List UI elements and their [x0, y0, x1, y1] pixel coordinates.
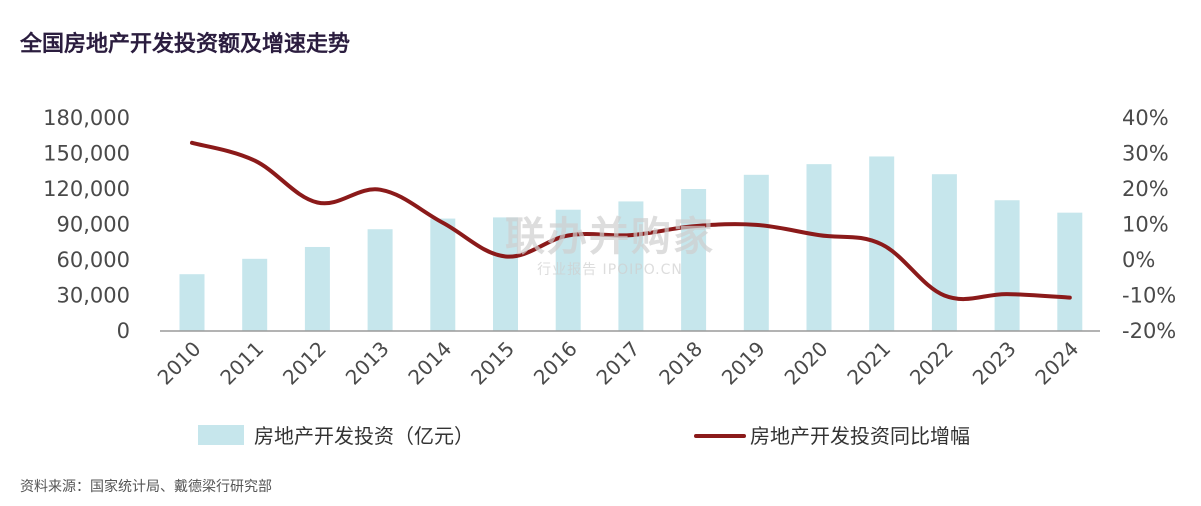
x-tick-label: 2019	[717, 337, 770, 390]
x-tick-label: 2014	[403, 337, 456, 390]
bar	[493, 217, 518, 331]
left-tick-label: 180,000	[43, 106, 130, 130]
right-tick-label: 10%	[1122, 213, 1169, 237]
chart-title: 全国房地产开发投资额及增速走势	[20, 32, 351, 57]
x-tick-label: 2011	[215, 337, 268, 390]
bar	[304, 246, 330, 331]
x-tick-label: 2013	[341, 337, 394, 390]
watermark-sub: 行业报告 IPOIPO.CN	[537, 262, 683, 278]
bar-series	[179, 156, 1083, 331]
legend-line-label: 房地产开发投资同比增幅	[750, 424, 970, 448]
watermark: 联办并购家 行业报告 IPOIPO.CN	[470, 215, 750, 279]
x-tick-label: 2015	[466, 337, 519, 390]
right-tick-label: 40%	[1122, 106, 1169, 130]
x-tick-label: 2022	[905, 337, 958, 390]
right-tick-label: 30%	[1122, 142, 1169, 166]
x-tick-label: 2024	[1030, 337, 1083, 390]
bar	[806, 164, 832, 331]
left-tick-label: 90,000	[57, 213, 130, 237]
x-tick-label: 2017	[591, 337, 644, 390]
watermark-main: 联办并购家	[505, 214, 715, 260]
bar	[242, 258, 268, 331]
bar	[555, 209, 581, 331]
left-axis-ticks: 0 30,000 60,000 90,000 120,000 150,000 180,000	[43, 106, 130, 343]
bar	[681, 189, 707, 331]
legend: 房地产开发投资（亿元） 房地产开发投资同比增幅	[198, 424, 970, 448]
bar	[931, 174, 957, 331]
x-axis-ticks: 2010 2011 2012 2013 2014 2015 2016 2017 2018 2019…	[153, 337, 1084, 390]
legend-bar-swatch	[198, 425, 244, 445]
source-note: 资料来源：国家统计局、戴德梁行研究部	[20, 479, 272, 495]
x-tick-label: 2020	[780, 337, 833, 390]
left-tick-label: 60,000	[57, 248, 130, 272]
right-tick-label: 0%	[1122, 248, 1155, 272]
left-tick-label: 150,000	[43, 142, 130, 166]
x-tick-label: 2010	[153, 337, 206, 390]
left-tick-label: 0	[117, 319, 130, 343]
right-axis-ticks: -20% -10% 0% 10% 20% 30% 40%	[1122, 106, 1176, 343]
chart: 0 30,000 60,000 90,000 120,000 150,000 180,000…	[43, 106, 1176, 448]
bar	[179, 274, 205, 331]
bar	[430, 218, 456, 331]
growth-line	[190, 140, 1072, 302]
right-tick-label: -20%	[1122, 319, 1176, 343]
bar	[994, 200, 1020, 331]
right-tick-label: 20%	[1122, 177, 1169, 201]
x-tick-label: 2018	[654, 337, 707, 390]
right-tick-label: -10%	[1122, 284, 1176, 308]
left-tick-label: 120,000	[43, 177, 130, 201]
x-tick-label: 2016	[529, 337, 582, 390]
x-tick-label: 2012	[278, 337, 331, 390]
left-tick-label: 30,000	[57, 284, 130, 308]
x-tick-label: 2021	[842, 337, 895, 390]
legend-bar-label: 房地产开发投资（亿元）	[254, 424, 474, 448]
bar	[367, 229, 393, 331]
bar	[743, 174, 769, 331]
bar	[618, 201, 644, 331]
bar	[1057, 212, 1083, 331]
x-tick-label: 2023	[968, 337, 1021, 390]
